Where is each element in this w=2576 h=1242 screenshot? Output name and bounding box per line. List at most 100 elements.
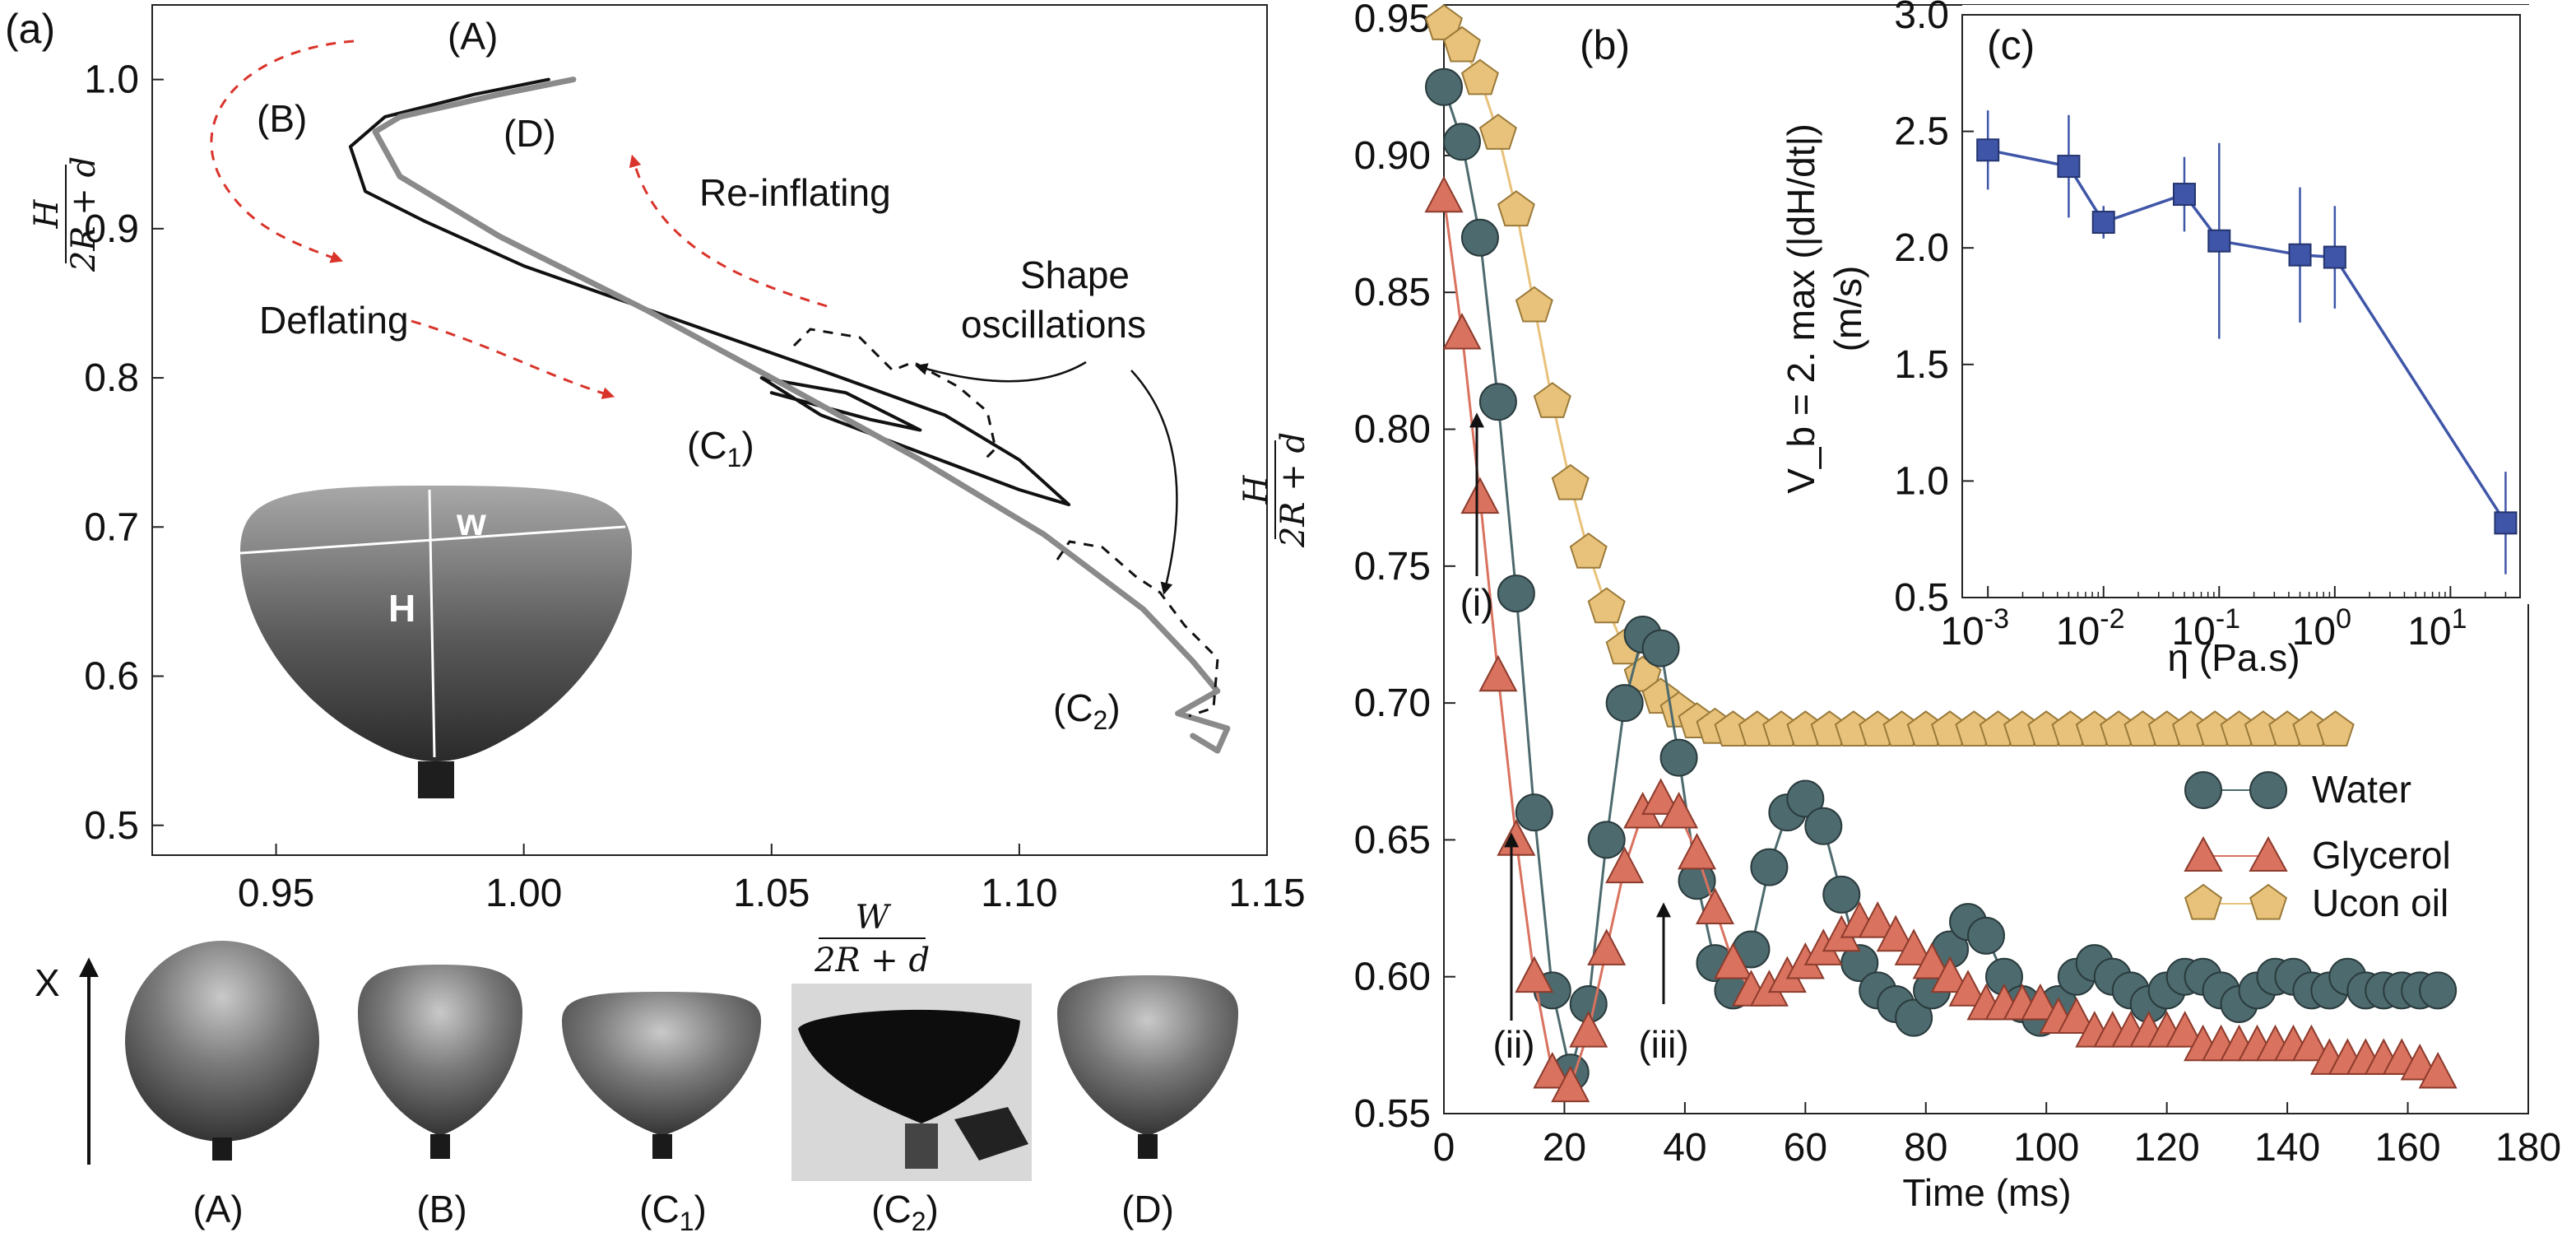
inset-nozzle [418, 761, 454, 798]
panel-c: (c) 10-3 10-2 10-1 100 101 0.5 1.0 1.5 2.0 2.5 3.… [1780, 0, 2530, 679]
b-point-glycerol [2291, 1024, 2331, 1062]
b-point-ucon-oil [1533, 382, 1571, 418]
balloon-D-nozzle [1138, 1134, 1158, 1159]
balloon-C2-nozzle [905, 1123, 938, 1169]
a-xtick-label: 1.05 [733, 872, 810, 915]
c-xtick-label: 10-1 [2171, 603, 2240, 654]
b-point-water [1659, 738, 1698, 777]
bottom-label-D: (D) [1121, 1188, 1174, 1230]
b-point-ucon-oil [1587, 587, 1626, 624]
balloon-A-shape [125, 941, 319, 1142]
c-ytick-label: 3.0 [1894, 0, 1949, 37]
b-point-glycerol [1713, 942, 1752, 979]
b-y-label-den: 2R + d [1274, 432, 1312, 548]
b-point-glycerol [1442, 312, 1482, 350]
x-arrow-label: X [35, 961, 60, 1004]
b-point-glycerol [1460, 477, 1500, 514]
c-point [2494, 511, 2518, 535]
panel-b-x-label: Time (ms) [1902, 1171, 2071, 1214]
b-point-glycerol [2021, 983, 2060, 1021]
b-point-water [1895, 998, 1933, 1037]
b-point-ucon-oil [2316, 710, 2355, 747]
label-C2: (C2) [1053, 686, 1121, 735]
c-ytick-label: 0.5 [1894, 576, 1949, 620]
panel-c-label: (c) [1987, 22, 2035, 68]
legend-ucon-marker-2 [2249, 883, 2288, 920]
inset-balloon-shape [240, 486, 632, 761]
b-point-glycerol [2418, 1051, 2458, 1089]
b-point-water [1497, 574, 1535, 613]
c-ytick-label: 1.5 [1894, 343, 1949, 387]
c-y-label-line1: V_b = 2. max (|dH/dt|) [1780, 123, 1822, 494]
b-point-glycerol [1478, 654, 1518, 692]
b-xtick-label: 120 [2134, 1126, 2200, 1170]
a-ytick-label: 1.0 [84, 58, 139, 102]
balloon-A [125, 941, 319, 1161]
c-point [2207, 229, 2231, 253]
y-label-den: 2R + d [65, 156, 103, 272]
b-xtick-label: 180 [2495, 1126, 2561, 1170]
b-point-ucon-oil [1551, 463, 1590, 500]
panel-b-y-axis-label: H 2R + d [1237, 432, 1312, 548]
b-point-water [1460, 218, 1499, 257]
b-point-water [1750, 848, 1789, 886]
b-point-water [1967, 916, 2005, 955]
label-B: (B) [257, 97, 307, 140]
c-ytick-label: 2.0 [1894, 226, 1949, 270]
deflate-arrow-top [210, 40, 355, 263]
oscillation-bracket-2 [1056, 540, 1219, 718]
panel-a: (a) 0.95 1.00 1.05 1.10 1.15 0.5 0.6 0.7 0.8 0.9… [5, 4, 1306, 979]
panel-a-x-axis-label: W 2R + d [814, 899, 930, 979]
balloon-C2-photo [791, 984, 1032, 1181]
a-xtick-label: 0.95 [238, 872, 314, 915]
c-point [2057, 155, 2081, 179]
label-D: (D) [504, 112, 556, 155]
b-point-water [1786, 779, 1825, 818]
b-ytick-label: 0.95 [1354, 0, 1431, 41]
label-deflating: Deflating [259, 299, 409, 342]
legend-water-marker-2 [2249, 771, 2287, 809]
legend-water-label: Water [2312, 768, 2411, 811]
panel-b: (b) 0 20 40 60 80 100 120 140 160 180 0.55 0.60 0.6… [1237, 0, 2561, 1214]
a-ytick-label: 0.8 [84, 356, 139, 400]
label-A: (A) [448, 15, 498, 58]
panel-b-y-ticks: 0.55 0.60 0.65 0.70 0.75 0.80 0.85 0.90 0.95 [1354, 0, 1455, 1136]
b-ytick-label: 0.90 [1354, 134, 1431, 178]
balloon-D [1057, 975, 1238, 1159]
b-point-glycerol [1678, 832, 1717, 870]
label-shape: Shape [1020, 254, 1130, 296]
label-reinflating: Re-inflating [699, 171, 891, 214]
reinflate-arrow [629, 154, 828, 308]
balloon-B-shape [358, 965, 522, 1136]
b-point-glycerol [1605, 846, 1645, 884]
b-point-glycerol [1641, 778, 1681, 815]
a-xtick-label: 1.15 [1228, 872, 1305, 915]
b-point-glycerol [1858, 901, 1897, 938]
balloon-C1-nozzle [652, 1134, 672, 1159]
a-xtick-label: 1.10 [981, 872, 1057, 915]
b-point-glycerol [1930, 956, 1970, 993]
b-point-water [1442, 123, 1481, 161]
b-xtick-label: 160 [2375, 1126, 2441, 1170]
b-point-glycerol [1587, 928, 1627, 965]
b-point-glycerol [1876, 914, 1915, 952]
panel-a-label: (a) [5, 6, 55, 52]
b-point-glycerol [1533, 1051, 1572, 1089]
b-xtick-label: 60 [1784, 1126, 1827, 1170]
legend-ucon-label: Ucon oil [2312, 881, 2448, 924]
b-point-water [1515, 793, 1553, 832]
c-ytick-label: 1.0 [1894, 459, 1949, 503]
panel-b-label: (b) [1580, 22, 1630, 68]
b-xtick-label: 0 [1433, 1126, 1455, 1170]
a-curve-gray [372, 77, 1231, 754]
b-xtick-label: 20 [1543, 1126, 1586, 1170]
bottom-label-A: (A) [193, 1188, 243, 1230]
c-xtick-label: 10-3 [1940, 603, 2009, 654]
b-point-water [2419, 971, 2458, 1010]
oscillation-arrow-2 [1130, 370, 1178, 595]
b-y-label-num: H [1237, 474, 1275, 505]
balloon-B [358, 965, 522, 1159]
b-point-glycerol [2057, 997, 2096, 1034]
b-ytick-label: 0.85 [1354, 271, 1431, 314]
